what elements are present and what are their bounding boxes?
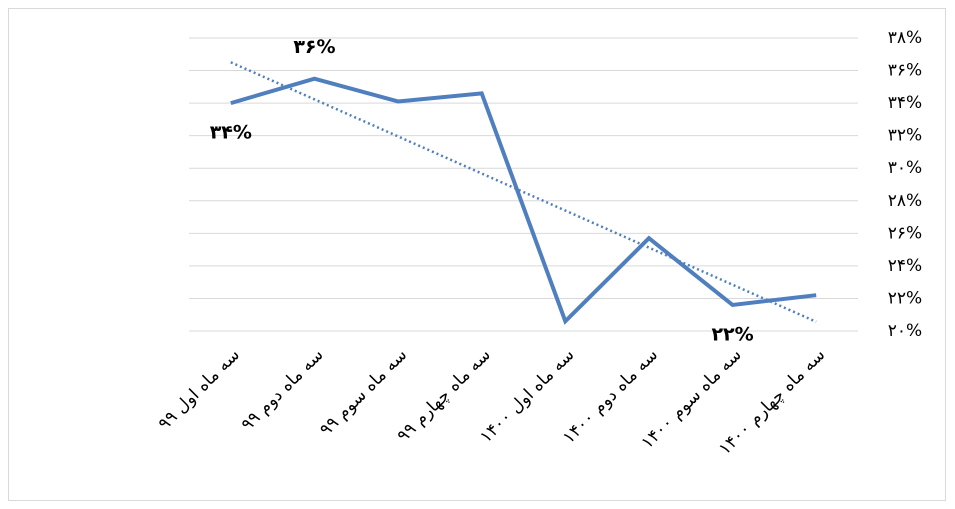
y-tick-label: ۳۲% <box>888 126 922 146</box>
y-tick-label: ۲۰% <box>888 321 922 341</box>
y-tick-label: ۳۸% <box>888 28 922 48</box>
y-tick-label: ۳۰% <box>888 158 922 178</box>
data-label: ۳۶% <box>293 36 335 58</box>
series-line <box>230 76 817 325</box>
data-label: ۲۲% <box>711 323 753 345</box>
y-tick-label: ۳۴% <box>888 93 922 113</box>
chart-border <box>8 8 946 501</box>
y-tick-label: ۲۲% <box>888 288 922 308</box>
y-tick-label: ۲۸% <box>888 191 922 211</box>
trendline <box>230 61 817 323</box>
data-label: ۳۴% <box>210 122 252 144</box>
y-tick-label: ۳۶% <box>888 61 922 81</box>
y-tick-label: ۲۶% <box>888 223 922 243</box>
y-tick-label: ۲۴% <box>888 256 922 276</box>
